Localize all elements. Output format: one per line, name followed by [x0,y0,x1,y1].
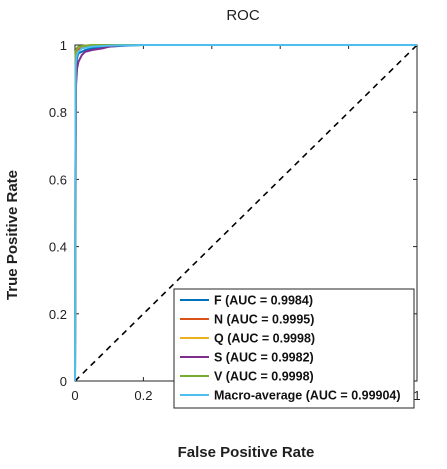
x-axis-label: False Positive Rate [178,444,315,461]
legend: F (AUC = 0.9984) N (AUC = 0.9995) Q (AUC =… [173,288,415,409]
legend-entry-4: S (AUC = 0.9982) [214,351,314,365]
y-tick-label: 0.2 [49,307,67,322]
y-axis-label: True Positive Rate [4,170,21,300]
legend-entry-3: Q (AUC = 0.9998) [214,332,315,346]
legend-entry-5: V (AUC = 0.9998) [214,370,314,384]
series-line-6 [74,44,417,382]
chart-title: ROC [226,7,260,24]
x-tick-label: 1 [413,388,420,403]
y-tick-label: 0.8 [49,105,67,120]
legend-entry-6: Macro-average (AUC = 0.99904) [214,389,401,403]
y-tick-label: 0.4 [49,240,67,255]
legend-entry-2: N (AUC = 0.9995) [214,313,314,327]
series-line-5 [74,44,417,382]
legend-entry-1: F (AUC = 0.9984) [214,294,313,308]
y-tick-label: 0 [60,374,67,389]
y-tick-label: 1 [60,38,67,53]
legend-box [173,288,415,409]
x-tick-label: 0.2 [134,388,152,403]
chance-diagonal-line [74,44,418,382]
y-tick-label: 0.6 [49,172,67,187]
x-tick-label: 0 [71,388,78,403]
